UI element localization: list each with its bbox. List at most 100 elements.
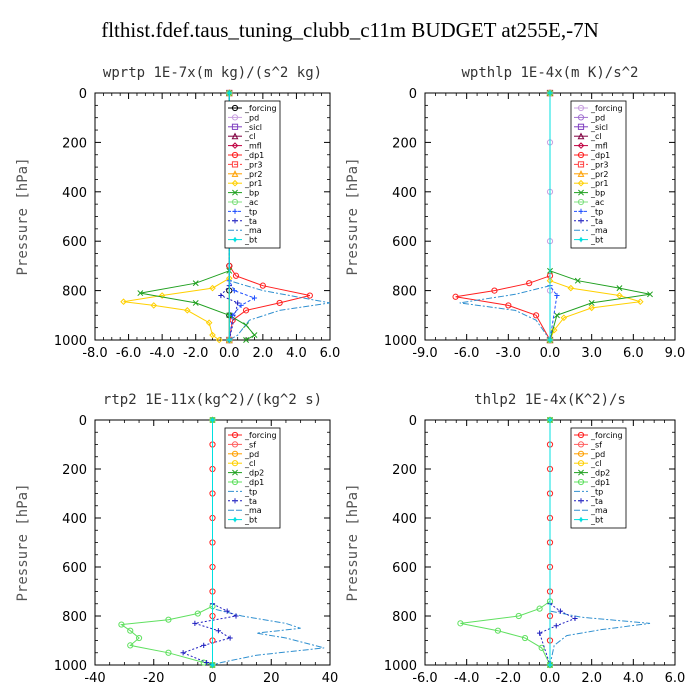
x-tick-label: 6.0 [623,346,644,361]
legend-marker [231,179,239,187]
legend-label: _bt [590,516,603,525]
legend-marker [577,170,585,177]
data-point [192,620,198,626]
data-point [553,623,559,629]
x-tick-label: 9.0 [665,346,686,361]
data-point [127,627,134,634]
data-point [521,634,529,642]
series-line [228,93,331,341]
data-point [572,615,578,622]
series-dp1 [457,416,554,669]
legend-box [570,100,627,249]
data-point [204,659,210,666]
data-point [538,644,545,651]
x-tick-label: 40 [322,671,339,686]
x-tick-label: 4.0 [286,346,307,361]
legend-marker [577,478,585,486]
legend-marker [577,114,585,121]
y-tick-label: 800 [392,610,417,625]
series-tp [547,90,560,343]
legend-label: _cl [244,459,256,468]
legend-marker [232,189,238,196]
legend-label: _tp [590,207,603,216]
x-tick-label: -3.0 [496,346,521,361]
data-point [242,307,250,314]
series-line [123,93,230,341]
legend-marker [578,469,584,476]
legend-label: _dp1 [590,151,610,160]
legend-label: _dp1 [244,151,264,160]
data-point [588,304,595,312]
legend-label: _pd [590,450,605,459]
legend-box [224,100,281,249]
data-point [546,89,554,97]
legend-label: _pr3 [244,160,262,169]
x-tick-label: 20 [263,671,280,686]
x-tick-label: -6.0 [454,346,479,361]
data-point [536,605,543,612]
legend-label: _pr2 [244,170,262,179]
data-point [194,610,201,617]
legend-marker [232,469,238,476]
legend-marker [577,161,585,168]
legend-label: _sicl [590,123,608,132]
legend-marker [577,198,585,206]
legend-label: _pd [244,113,259,122]
legend-label: _forcing [590,104,623,113]
data-point [201,642,207,648]
data-point [251,295,258,301]
legend-marker [231,236,239,243]
legend-label: _pd [590,113,605,122]
y-tick-label: 800 [62,285,87,300]
data-point [554,292,560,299]
legend-marker [232,218,238,224]
legend-marker [231,104,239,112]
legend-marker [231,132,239,140]
x-tick-label: -6.0 [412,671,437,686]
x-tick-label: -2.0 [183,346,208,361]
data-point [553,312,560,319]
chart-panel-4: thlp2 1E-4x(K^2)/s Pressure [hPa] -6.0 -4.0… [345,392,685,686]
x-tick-label: -8.0 [82,346,107,361]
data-point [209,284,216,292]
legend-label: _pr2 [590,170,608,179]
legend-label: _ac [590,198,604,207]
legend-marker [231,170,239,177]
figure-title: flthist.fdef.taus_tuning_clubb_c11m BUDG… [101,18,599,42]
y-tick-label: 400 [392,186,417,201]
legend-marker [231,114,239,121]
legend-label: _dp1 [244,478,264,487]
x-tick-label: -4.0 [149,346,174,361]
y-tick-label: 600 [62,561,87,576]
x-tick-label: 0.0 [540,346,561,361]
legend-marker [577,123,585,130]
series-dp1 [452,89,554,344]
data-point [135,634,143,642]
x-tick-label: -2.0 [496,671,521,686]
data-point [226,336,233,344]
data-point [165,649,172,656]
y-tick-label: 1000 [54,334,87,349]
data-point [226,89,233,97]
y-tick-label: 200 [392,463,417,478]
legend-marker [231,441,239,448]
data-point [243,337,250,343]
data-point [306,292,313,299]
data-point [567,284,575,292]
legend-label: _sf [590,440,602,449]
data-point [546,661,554,669]
legend-marker [577,431,585,439]
y-tick-label: 1000 [384,334,417,349]
data-point [215,336,223,344]
data-point [120,298,127,306]
series-ma [459,93,551,341]
series-tp [549,420,651,666]
y-tick-label: 800 [392,285,417,300]
y-tick-label: 1000 [54,659,87,674]
legend-marker [577,151,585,159]
data-point [491,287,498,294]
data-point [457,620,464,627]
y-axis-label: Pressure [hPa] [345,483,361,601]
panel-title: wpthlp 1E-4x(m K)/s^2 [461,65,638,81]
data-point [180,650,186,656]
